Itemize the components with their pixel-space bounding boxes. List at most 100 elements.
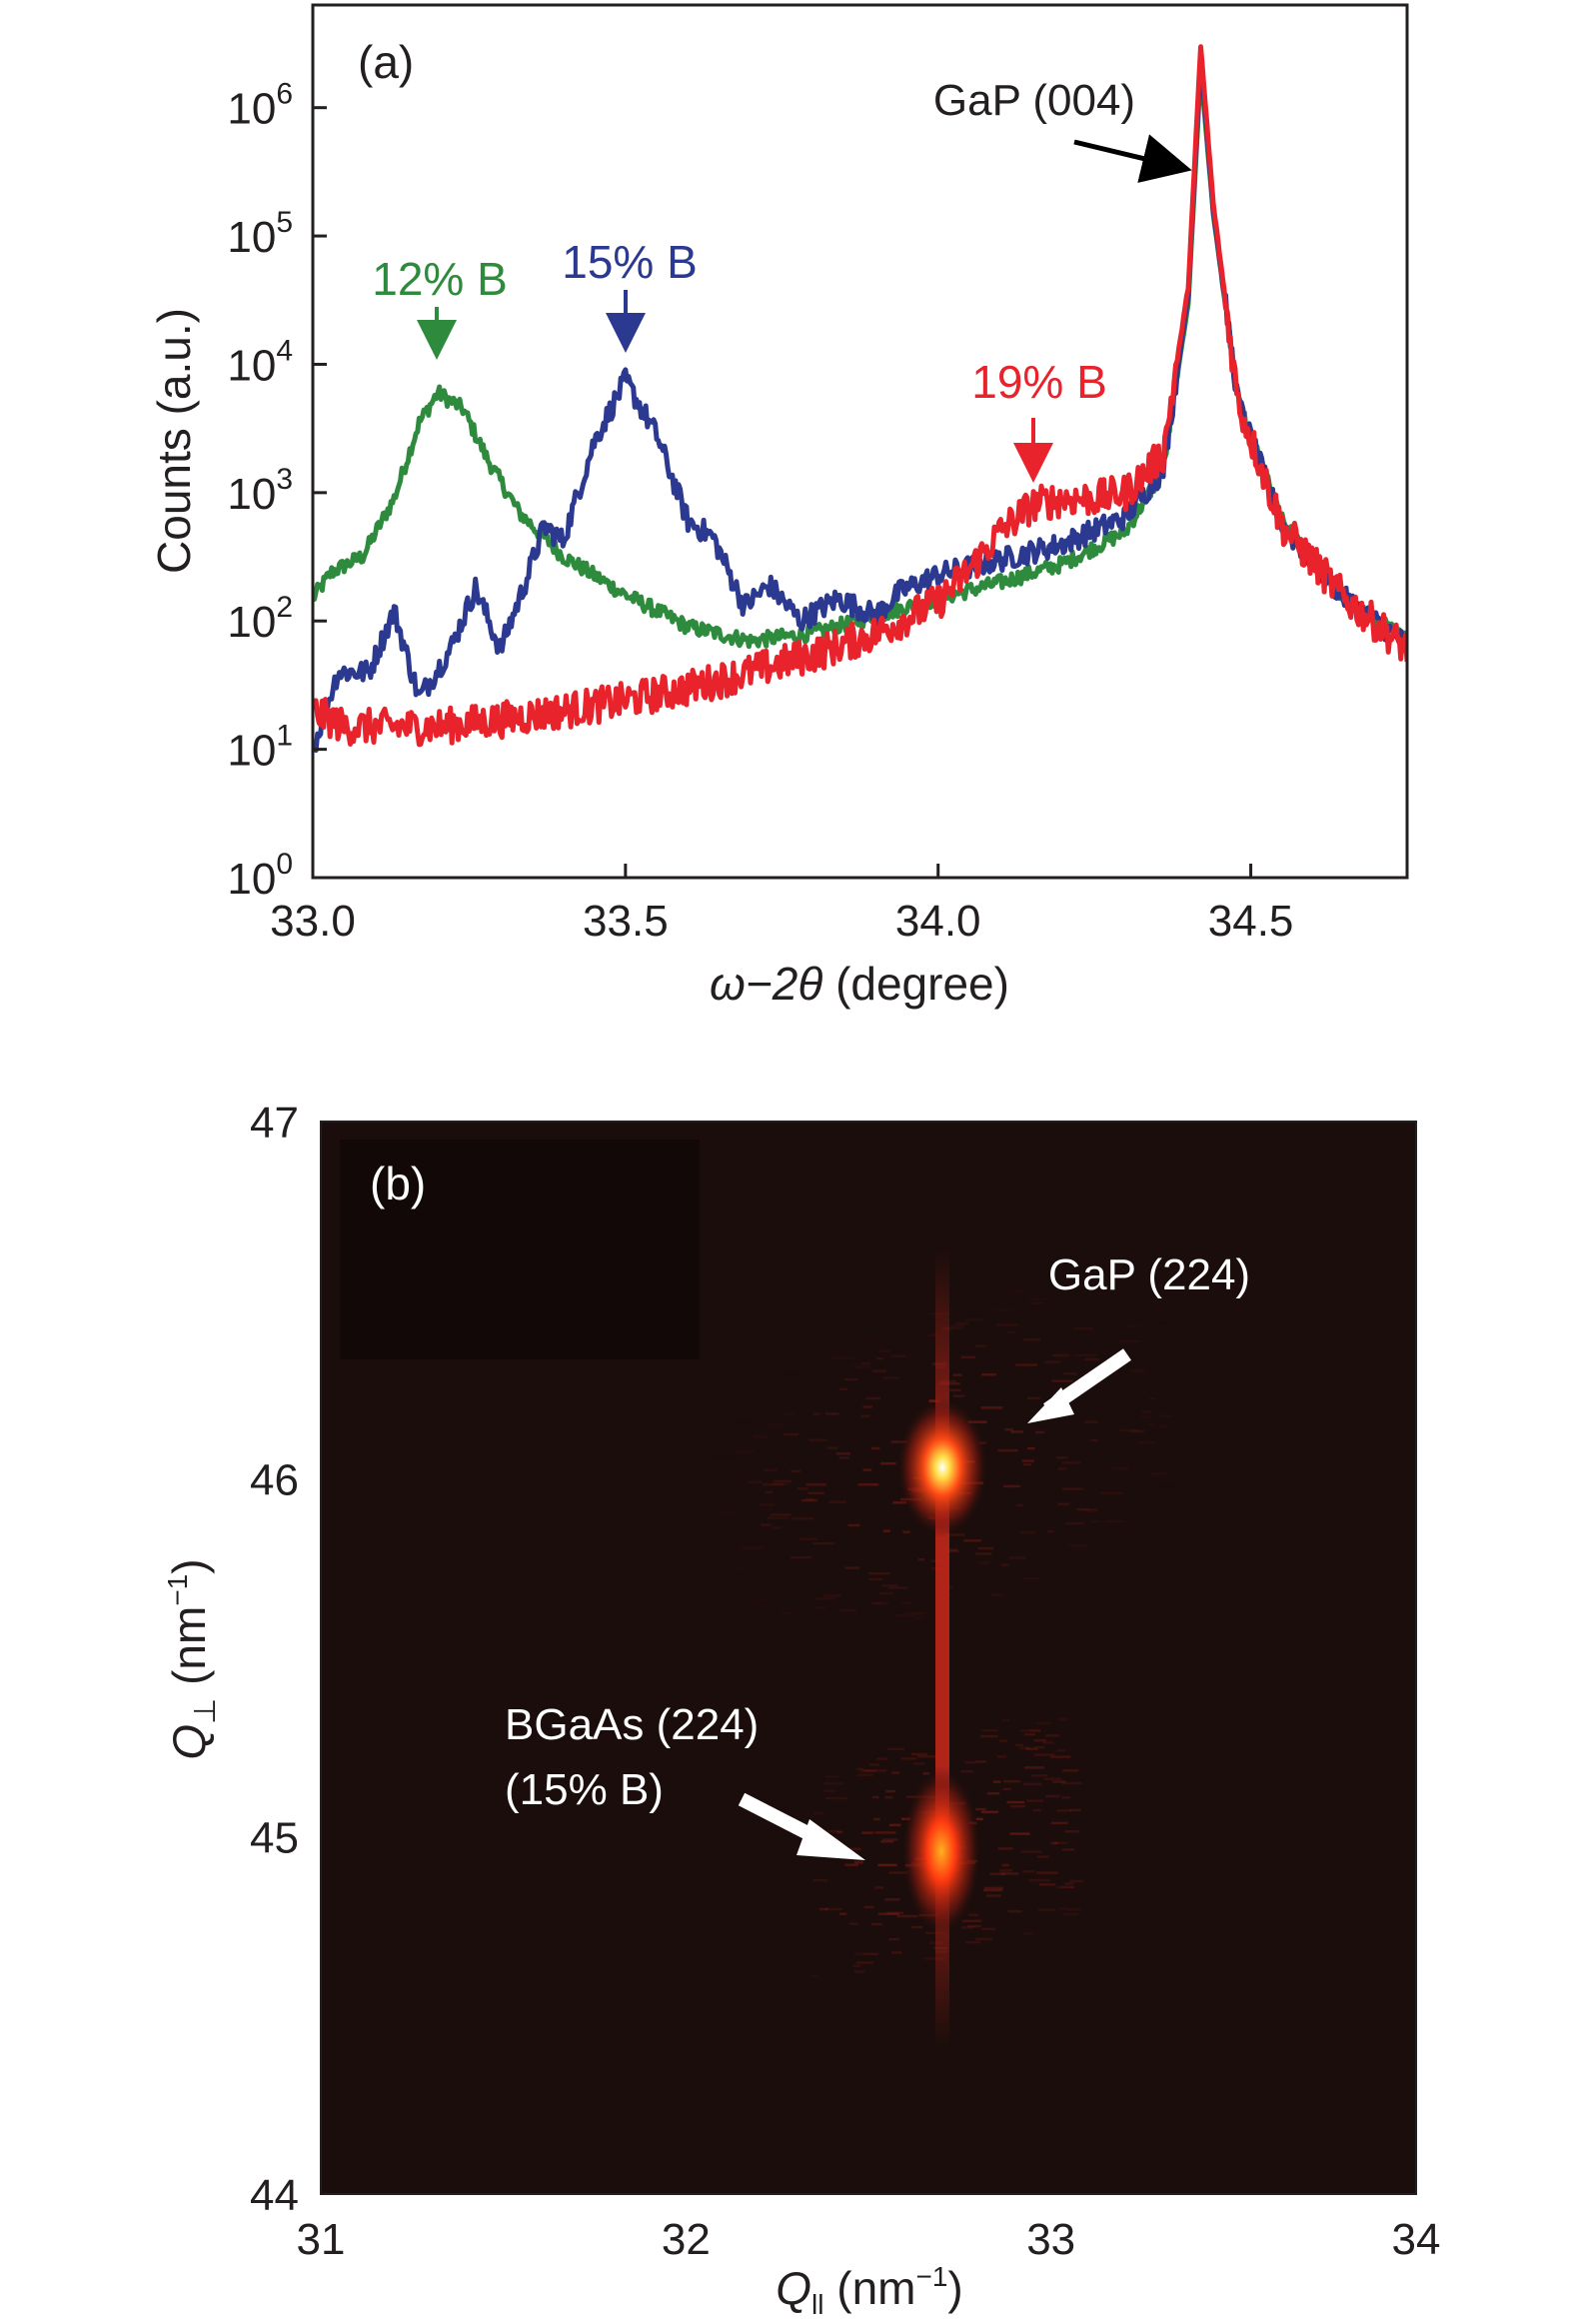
speckle bbox=[824, 1907, 842, 1911]
speckle bbox=[1024, 1766, 1044, 1769]
speckle bbox=[1022, 1932, 1033, 1935]
speckle bbox=[882, 1376, 900, 1379]
speckle bbox=[997, 1847, 1013, 1850]
speckle bbox=[989, 1872, 1005, 1876]
speckle bbox=[801, 1498, 818, 1502]
speckle bbox=[847, 1523, 860, 1527]
speckle bbox=[1057, 1717, 1068, 1721]
speckle bbox=[747, 1480, 763, 1483]
y-tick-label-b: 46 bbox=[250, 1456, 299, 1505]
speckle bbox=[804, 1497, 814, 1501]
speckle bbox=[1022, 1870, 1035, 1873]
speckle bbox=[1061, 1487, 1083, 1490]
speckle bbox=[874, 1602, 882, 1605]
speckle bbox=[944, 1533, 965, 1536]
speckle bbox=[1063, 1912, 1079, 1916]
speckle bbox=[853, 1365, 870, 1368]
speckle bbox=[1133, 1521, 1141, 1524]
plot-frame-b bbox=[320, 1121, 1417, 2195]
speckle bbox=[886, 1620, 902, 1623]
speckle bbox=[880, 1584, 898, 1587]
speckle bbox=[903, 1611, 925, 1615]
speckle bbox=[759, 1503, 776, 1506]
y-tick-label-b: 47 bbox=[250, 1099, 299, 1148]
speckle bbox=[965, 1318, 982, 1321]
speckle bbox=[1056, 1749, 1066, 1752]
speckle bbox=[975, 1299, 986, 1302]
speckle bbox=[1022, 1462, 1031, 1466]
speckle bbox=[1026, 1396, 1040, 1399]
speckle bbox=[876, 1757, 888, 1760]
speckle bbox=[917, 1557, 924, 1561]
speckle bbox=[1051, 1379, 1073, 1382]
speckle bbox=[766, 1423, 783, 1426]
speckle bbox=[1009, 1832, 1030, 1835]
speckle bbox=[1016, 1503, 1023, 1507]
speckle bbox=[822, 1782, 844, 1785]
speckle bbox=[1100, 1491, 1123, 1495]
speckle bbox=[862, 1339, 881, 1343]
speckle bbox=[869, 1763, 879, 1766]
speckle bbox=[1084, 1357, 1099, 1361]
speckle bbox=[753, 1605, 770, 1609]
panel-b: 31 32 33 34 44 45 46 47 (b) GaP (224) BGaAs (22… bbox=[162, 1099, 1440, 2320]
speckle bbox=[1139, 1440, 1156, 1444]
speckle bbox=[1014, 1291, 1021, 1294]
speckle bbox=[1065, 1908, 1081, 1911]
speckle bbox=[981, 1927, 996, 1931]
speckle bbox=[980, 1373, 997, 1376]
plot-frame-a bbox=[311, 3, 1409, 880]
speckle bbox=[715, 1498, 728, 1501]
speckle bbox=[1139, 1415, 1153, 1418]
speckle bbox=[1069, 1879, 1084, 1883]
speckle bbox=[888, 1586, 908, 1589]
speckle bbox=[791, 1516, 813, 1520]
speckle bbox=[1077, 1507, 1098, 1511]
speckle bbox=[1154, 1473, 1162, 1476]
speckle bbox=[1050, 1841, 1058, 1845]
y-tick-label-a: 104 bbox=[227, 334, 293, 390]
speckle bbox=[1033, 1739, 1047, 1742]
x-tick-label-a: 33.0 bbox=[270, 897, 356, 946]
speckle bbox=[839, 1608, 856, 1612]
speckle bbox=[838, 1456, 849, 1459]
speckle bbox=[945, 1548, 957, 1551]
speckle bbox=[860, 1414, 870, 1417]
speckle bbox=[765, 1490, 773, 1493]
speckle bbox=[859, 1769, 876, 1772]
speckle bbox=[862, 1468, 872, 1471]
speckle bbox=[1050, 1755, 1071, 1758]
speckle bbox=[871, 1601, 888, 1605]
y-tick-label-a: 102 bbox=[227, 591, 293, 647]
speckle bbox=[961, 1926, 974, 1929]
speckle bbox=[1057, 1467, 1067, 1470]
speckle bbox=[1062, 1769, 1079, 1772]
series-line-3 bbox=[313, 44, 1407, 748]
panel-label-a: (a) bbox=[358, 36, 414, 88]
speckle bbox=[949, 1324, 965, 1327]
speckle bbox=[1033, 1753, 1055, 1756]
speckle bbox=[1155, 1322, 1172, 1325]
speckle bbox=[868, 1571, 890, 1575]
speckle bbox=[982, 1888, 1003, 1892]
speckle bbox=[998, 1869, 1013, 1872]
speckle bbox=[992, 1780, 1001, 1783]
y-tick-label-a: 100 bbox=[227, 848, 293, 904]
speckle bbox=[885, 1789, 895, 1793]
speckle bbox=[894, 1613, 915, 1617]
speckle bbox=[714, 1560, 726, 1563]
speckle bbox=[889, 1823, 901, 1827]
speckle bbox=[736, 1420, 753, 1423]
speckle bbox=[811, 1974, 819, 1978]
speckle bbox=[878, 1349, 891, 1352]
speckle bbox=[874, 1886, 884, 1889]
speckle bbox=[980, 1810, 999, 1814]
speckle bbox=[807, 1491, 824, 1495]
speckle bbox=[1031, 1774, 1048, 1777]
speckle bbox=[1015, 1743, 1024, 1747]
speckle bbox=[1002, 1787, 1011, 1791]
speckle bbox=[812, 1542, 835, 1545]
speckle bbox=[1023, 1576, 1040, 1580]
speckle bbox=[892, 1501, 906, 1504]
speckle bbox=[911, 1752, 927, 1756]
